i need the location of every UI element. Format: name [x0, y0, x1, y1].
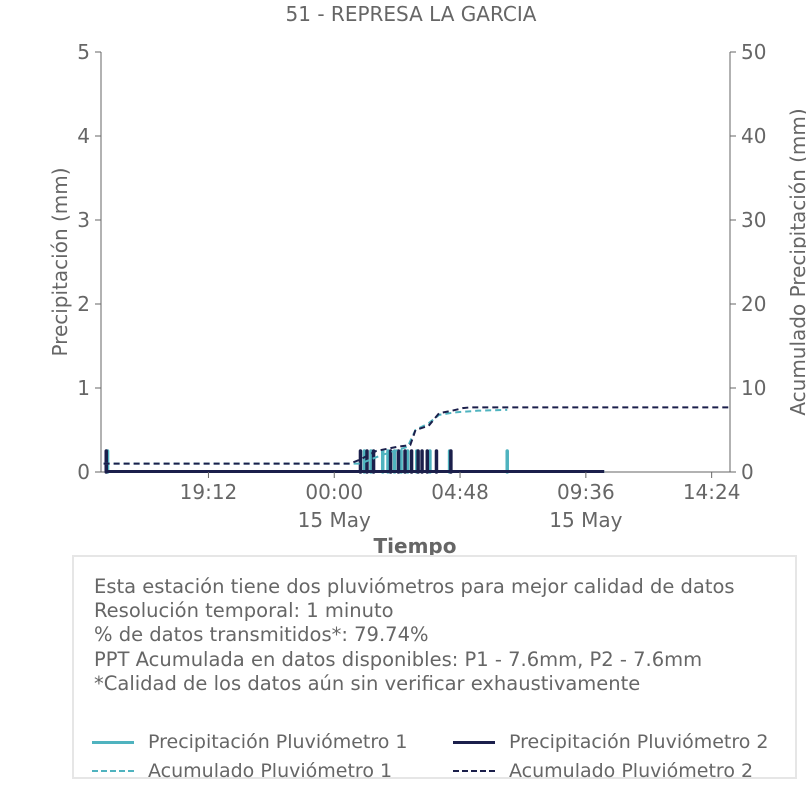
- legend-swatch-precip-1: [92, 740, 134, 744]
- x-tick-sublabel: 15 May: [549, 508, 622, 532]
- legend-swatch-accum-2: [453, 770, 495, 772]
- info-box: Esta estación tiene dos pluviómetros par…: [72, 555, 797, 782]
- chart-title: 51 - REPRESA LA GARCIA: [286, 2, 537, 26]
- accumulated-line: [103, 408, 508, 465]
- y-axis-right-label: Acumulado Precipitación (mm): [786, 108, 806, 415]
- x-tick-label: 19:12: [180, 480, 238, 504]
- legend-label-precip-2: Precipitación Pluviómetro 2: [509, 731, 769, 753]
- x-axis-label: Tiempo: [374, 534, 457, 558]
- y-tick-right-label: 20: [741, 292, 766, 316]
- legend-swatch-precip-2: [453, 740, 495, 744]
- info-line-accumulated: PPT Acumulada en datos disponibles: P1 -…: [94, 647, 703, 671]
- info-line-dual-gauges: Esta estación tiene dos pluviómetros par…: [94, 575, 735, 598]
- y-tick-right-label: 0: [741, 460, 754, 484]
- y-tick-right-label: 10: [741, 376, 766, 400]
- legend-item-accum-1: Acumulado Pluviómetro 1: [92, 760, 392, 782]
- legend-label-accum-1: Acumulado Pluviómetro 1: [148, 760, 393, 782]
- legend-item-precip-1: Precipitación Pluviómetro 1: [92, 731, 408, 753]
- legend-item-accum-2: Acumulado Pluviómetro 2: [453, 760, 753, 782]
- x-tick-label: 00:00: [305, 480, 363, 504]
- y-tick-left-label: 1: [77, 376, 90, 400]
- y-tick-right-label: 50: [741, 40, 766, 64]
- series-3: [103, 408, 508, 465]
- y-tick-left-label: 3: [77, 208, 90, 232]
- axes: [100, 52, 731, 473]
- y-tick-left-label: 4: [77, 124, 90, 148]
- y-tick-right-label: 30: [741, 208, 766, 232]
- series-layer: [103, 406, 730, 474]
- info-line-quality-note: *Calidad de los datos aún sin verificar …: [94, 671, 641, 695]
- legend-swatch-accum-1: [92, 770, 134, 772]
- y-tick-left-label: 2: [77, 292, 90, 316]
- y-tick-right-label: 40: [741, 124, 766, 148]
- x-tick-label: 14:24: [683, 480, 741, 504]
- legend-label-accum-2: Acumulado Pluviómetro 2: [509, 760, 754, 782]
- x-tick-label: 09:36: [557, 480, 615, 504]
- accumulated-line: [103, 406, 730, 465]
- x-tick-label: 04:48: [431, 480, 489, 504]
- series-4: [103, 406, 730, 465]
- info-line-resolution: Resolución temporal: 1 minuto: [94, 599, 394, 623]
- legend-label-precip-1: Precipitación Pluviómetro 1: [148, 731, 408, 753]
- series-2: [104, 449, 605, 474]
- y-axis-left-label: Precipitación (mm): [48, 167, 72, 356]
- info-line-transmitted: % de datos transmitidos*: 79.74%: [94, 623, 429, 647]
- y-tick-left-label: 0: [77, 460, 90, 484]
- legend-item-precip-2: Precipitación Pluviómetro 2: [453, 731, 769, 753]
- y-tick-left-label: 5: [77, 40, 90, 64]
- precipitation-chart: 51 - REPRESA LA GARCIA 01234501020304050…: [48, 2, 806, 558]
- x-tick-sublabel: 15 May: [298, 508, 371, 532]
- info-lines: Esta estación tiene dos pluviómetros par…: [94, 575, 735, 696]
